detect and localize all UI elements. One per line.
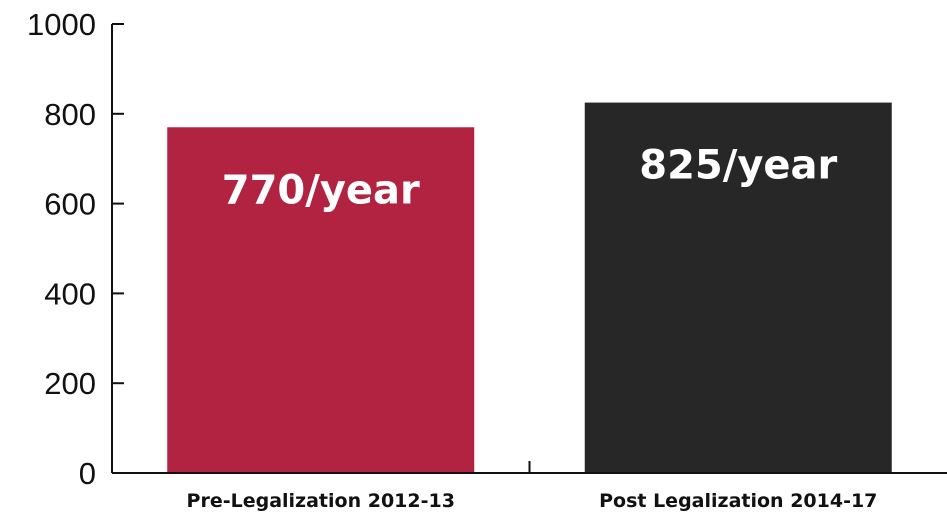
axes	[111, 24, 947, 474]
y-axis-ticks: 0 200 400 600 800 1000	[27, 7, 124, 491]
y-tick-label: 800	[44, 97, 96, 132]
bar	[584, 102, 892, 473]
x-category-label: Pre-Legalization 2012-13	[187, 490, 455, 512]
y-tick-label: 1000	[27, 7, 96, 42]
y-tick-label: 600	[44, 187, 96, 222]
bar-data-label: 770/year	[222, 167, 420, 213]
x-category-label: Post Legalization 2014-17	[599, 490, 877, 512]
bar	[167, 127, 475, 474]
y-tick-label: 200	[44, 366, 96, 401]
bars	[167, 102, 892, 474]
category-labels: Pre-Legalization 2012-13 Post Legalizatio…	[187, 490, 878, 512]
bar-data-label: 825/year	[639, 143, 837, 189]
data-labels: 770/year 825/year	[222, 143, 838, 214]
y-tick-label: 400	[44, 276, 96, 311]
y-tick-label: 0	[79, 456, 96, 491]
